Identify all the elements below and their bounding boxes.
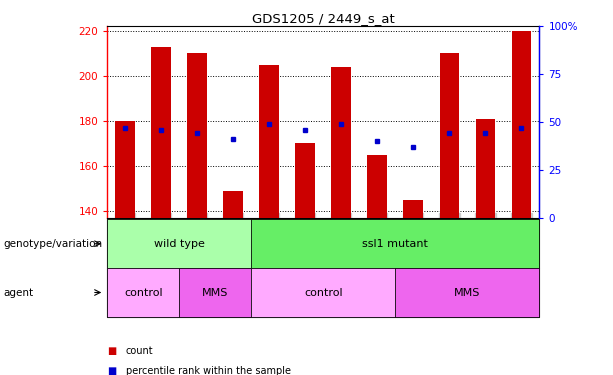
Bar <box>403 200 424 217</box>
Bar <box>188 53 207 217</box>
Text: wild type: wild type <box>154 239 205 249</box>
Text: control: control <box>304 288 343 297</box>
Bar <box>259 64 280 218</box>
Bar <box>440 53 459 217</box>
Bar <box>476 118 495 218</box>
Text: MMS: MMS <box>202 288 229 297</box>
Text: agent: agent <box>3 288 33 297</box>
Text: percentile rank within the sample: percentile rank within the sample <box>126 366 291 375</box>
Text: ■: ■ <box>107 346 116 355</box>
Bar <box>295 143 315 218</box>
Bar <box>151 46 171 217</box>
Bar <box>115 121 135 218</box>
Bar <box>511 31 531 217</box>
Text: genotype/variation: genotype/variation <box>3 239 102 249</box>
Text: control: control <box>124 288 162 297</box>
Text: ssl1 mutant: ssl1 mutant <box>362 239 428 249</box>
Bar <box>367 154 387 218</box>
Text: count: count <box>126 346 153 355</box>
Text: ■: ■ <box>107 366 116 375</box>
Text: MMS: MMS <box>454 288 481 297</box>
Bar <box>332 67 351 218</box>
Bar <box>223 190 243 217</box>
Title: GDS1205 / 2449_s_at: GDS1205 / 2449_s_at <box>252 12 395 25</box>
